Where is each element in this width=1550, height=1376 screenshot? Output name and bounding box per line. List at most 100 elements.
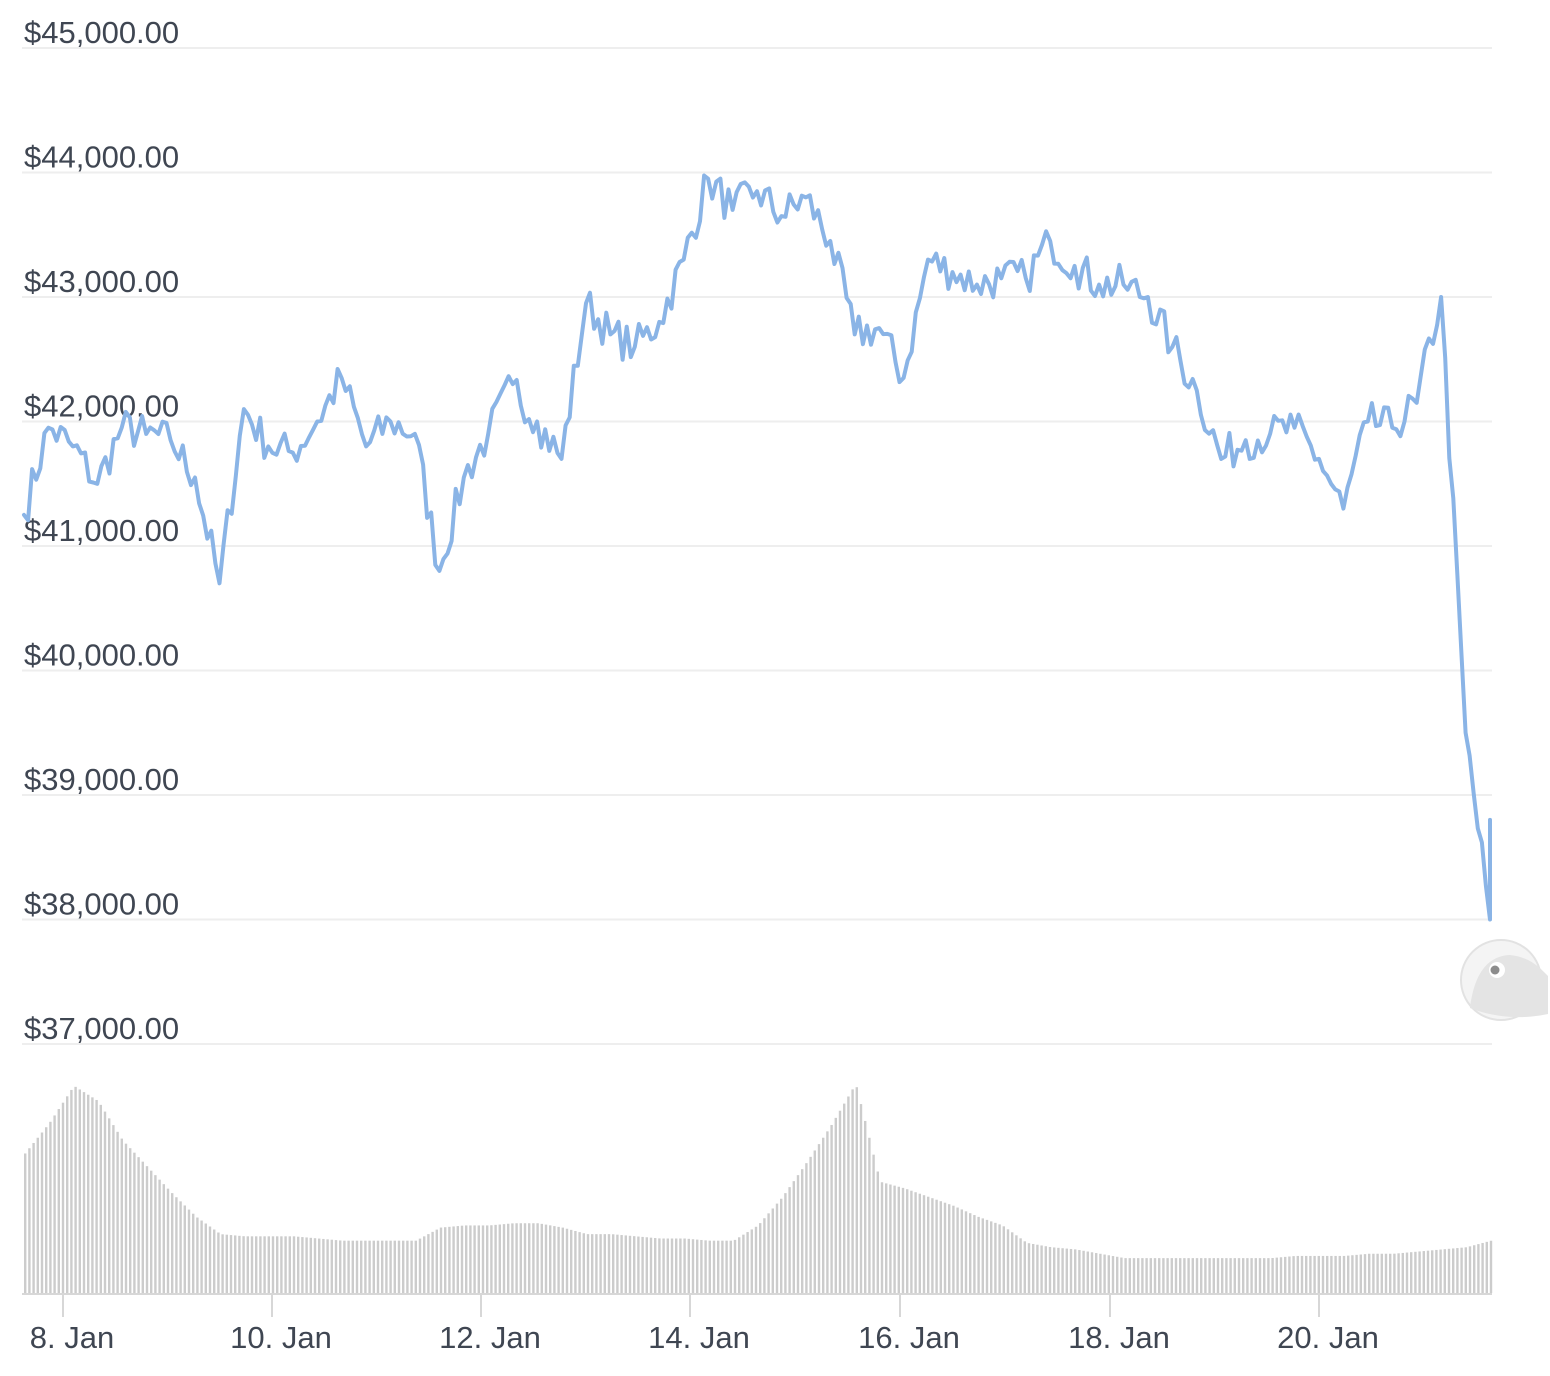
volume-bar xyxy=(838,1110,842,1293)
volume-bar xyxy=(1074,1249,1077,1293)
volume-bar xyxy=(1225,1258,1228,1293)
volume-bar xyxy=(95,1099,98,1293)
volume-bar xyxy=(414,1240,417,1293)
volume-bar xyxy=(1334,1255,1337,1293)
volume-bar xyxy=(616,1234,619,1293)
volume-bar xyxy=(372,1240,375,1293)
volume-bar xyxy=(859,1104,863,1293)
volume-bar xyxy=(423,1236,426,1293)
volume-bar xyxy=(1237,1258,1241,1293)
volume-bar xyxy=(1258,1258,1262,1293)
volume-bar xyxy=(553,1226,556,1293)
volume-bar xyxy=(540,1223,543,1293)
volume-bar xyxy=(977,1216,980,1293)
volume-bar xyxy=(1300,1255,1304,1293)
volume-bar xyxy=(1032,1243,1035,1293)
volume-bar xyxy=(565,1228,569,1293)
volume-bar xyxy=(1271,1258,1274,1293)
volume-bar xyxy=(885,1183,888,1293)
volume-bar xyxy=(456,1226,459,1293)
x-tick-label: 16. Jan xyxy=(858,1320,960,1355)
volume-bar xyxy=(847,1096,850,1293)
y-tick-label: $40,000.00 xyxy=(24,638,179,673)
volume-bar xyxy=(1212,1258,1215,1293)
volume-bar xyxy=(427,1234,430,1293)
volume-bar xyxy=(645,1237,648,1293)
volume-bar xyxy=(763,1218,766,1293)
volume-bar xyxy=(851,1089,854,1293)
volume-bar xyxy=(658,1238,661,1293)
volume-bar xyxy=(1254,1258,1257,1293)
volume-bar xyxy=(750,1229,753,1293)
x-tick-label: 18. Jan xyxy=(1068,1320,1170,1355)
volume-bar xyxy=(922,1195,926,1293)
volume-bar xyxy=(868,1137,871,1293)
volume-bar xyxy=(112,1125,115,1293)
volume-bar xyxy=(452,1226,455,1293)
volume-bar xyxy=(637,1236,640,1293)
volume-bar xyxy=(53,1115,56,1293)
volume-bar xyxy=(1460,1247,1463,1293)
gecko-logo-icon xyxy=(1460,939,1548,1021)
volume-bar xyxy=(339,1240,342,1293)
volume-bar xyxy=(578,1232,581,1293)
volume-bar xyxy=(313,1238,317,1293)
volume-bar xyxy=(1347,1255,1350,1293)
y-tick-label: $44,000.00 xyxy=(24,140,179,175)
volume-bar xyxy=(998,1224,1001,1293)
volume-bar xyxy=(129,1148,132,1293)
volume-bar xyxy=(528,1223,531,1293)
volume-bar xyxy=(507,1223,510,1293)
volume-bar xyxy=(532,1223,535,1293)
volume-bar xyxy=(864,1120,867,1293)
volume-bar xyxy=(318,1238,321,1293)
volume-bar xyxy=(1204,1258,1207,1293)
volume-bar xyxy=(1288,1256,1291,1293)
volume-bar xyxy=(364,1240,367,1293)
volume-bar xyxy=(103,1111,107,1293)
volume-bar xyxy=(150,1170,153,1293)
volume-bar xyxy=(1296,1255,1299,1293)
volume-bar xyxy=(1027,1243,1031,1293)
volume-bar xyxy=(792,1181,795,1293)
volume-bar xyxy=(221,1234,224,1293)
volume-bar xyxy=(767,1213,770,1293)
volume-bar xyxy=(1107,1255,1110,1293)
volume-bar xyxy=(1141,1258,1144,1293)
volume-bar xyxy=(154,1175,157,1293)
volume-bar xyxy=(1002,1226,1005,1293)
volume-bar xyxy=(276,1236,279,1293)
volume-bar xyxy=(183,1205,186,1293)
volume-bar xyxy=(952,1205,955,1293)
volume-bar xyxy=(78,1089,81,1293)
volume-bar xyxy=(738,1237,741,1293)
volume-bar xyxy=(880,1182,884,1293)
volume-bar xyxy=(586,1234,590,1293)
volume-bar xyxy=(435,1229,438,1293)
volume-bar xyxy=(754,1226,758,1293)
y-tick-label: $39,000.00 xyxy=(24,762,179,797)
volume-bar xyxy=(742,1234,745,1293)
volume-bar xyxy=(855,1087,858,1293)
volume-bar xyxy=(624,1235,627,1293)
volume-bar xyxy=(1422,1251,1425,1293)
volume-bar xyxy=(196,1217,199,1293)
volume-bar xyxy=(82,1092,86,1293)
volume-bar xyxy=(481,1225,485,1293)
volume-bar xyxy=(28,1148,31,1293)
volume-bar xyxy=(536,1223,539,1293)
volume-bar xyxy=(284,1236,287,1293)
volume-bar xyxy=(1477,1244,1480,1293)
volume-bar xyxy=(1044,1246,1047,1293)
y-tick-label: $42,000.00 xyxy=(24,389,179,424)
volume-bar xyxy=(347,1240,350,1293)
volume-bar xyxy=(1019,1238,1022,1293)
volume-bar xyxy=(595,1234,598,1293)
volume-bar xyxy=(40,1132,44,1293)
volume-bar xyxy=(1221,1258,1224,1293)
volume-bar xyxy=(1263,1258,1266,1293)
volume-bar xyxy=(712,1240,716,1293)
volume-bar xyxy=(1187,1258,1190,1293)
volume-bar xyxy=(1078,1250,1081,1293)
